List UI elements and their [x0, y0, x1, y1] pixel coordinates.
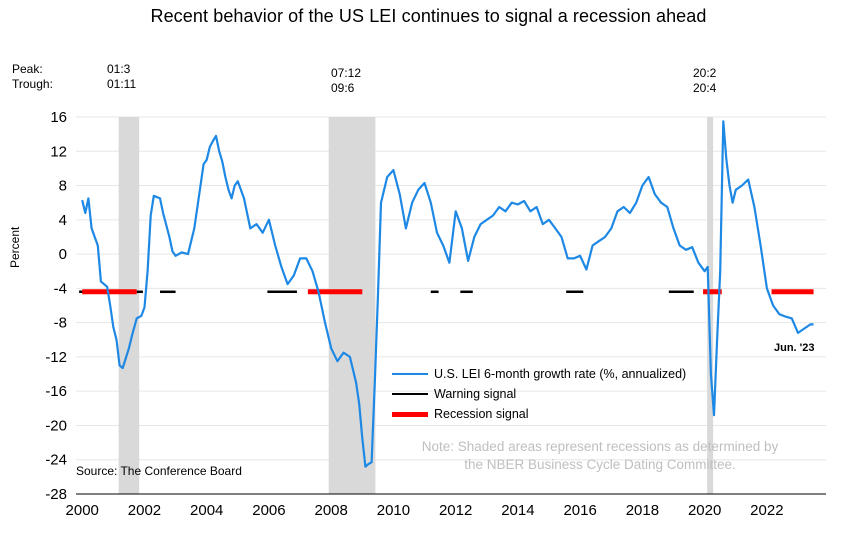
peak-trough-header: Peak: Trough: [12, 62, 53, 92]
chart-legend: U.S. LEI 6-month growth rate (%, annuali… [392, 364, 686, 424]
x-tick-label: 2022 [750, 502, 783, 519]
x-tick-label: 2002 [128, 502, 161, 519]
legend-label-warning: Warning signal [434, 387, 517, 401]
source-note: Source: The Conference Board [76, 464, 242, 478]
x-tick-label: 2012 [439, 502, 472, 519]
y-tick-label: -24 [45, 452, 67, 469]
y-tick-label: 8 [59, 178, 67, 195]
y-tick-label: -8 [54, 315, 67, 332]
x-tick-label: 2010 [377, 502, 410, 519]
x-tick-label: 2000 [66, 502, 99, 519]
recession-peak-2020: 20:2 [693, 66, 717, 80]
y-tick-label: 0 [59, 246, 67, 263]
recession-shade [328, 117, 376, 494]
trough-label: Trough: [12, 77, 53, 91]
y-tick-label: -28 [45, 486, 67, 503]
y-tick-label: -4 [54, 280, 67, 297]
legend-swatch-warning [392, 393, 428, 395]
recession-shade [707, 117, 714, 494]
y-tick-label: 12 [50, 143, 67, 160]
recession-trough-2008: 09:6 [331, 81, 355, 95]
recession-trough-2001: 01:11 [107, 77, 137, 91]
peak-label: Peak: [12, 62, 43, 76]
legend-item-lei: U.S. LEI 6-month growth rate (%, annuali… [392, 364, 686, 384]
x-tick-label: 2008 [314, 502, 347, 519]
x-tick-label: 2014 [501, 502, 534, 519]
x-tick-label: 2016 [563, 502, 596, 519]
legend-swatch-recession [392, 411, 428, 417]
lei-series-line [81, 120, 814, 468]
recession-peak-2008: 07:12 [331, 66, 362, 80]
y-tick-label: 16 [50, 109, 67, 126]
y-tick-label: 4 [59, 212, 67, 229]
legend-label-recession: Recession signal [434, 407, 529, 421]
y-tick-label: -20 [45, 417, 67, 434]
x-tick-label: 2018 [626, 502, 659, 519]
recession-label-2008: 07:12 09:6 [331, 66, 361, 96]
recession-note: Note: Shaded areas represent recessions … [380, 438, 820, 474]
note-line-2: the NBER Business Cycle Dating Committee… [464, 457, 736, 472]
legend-item-recession: Recession signal [392, 404, 686, 424]
recession-label-2020: 20:2 20:4 [693, 66, 716, 96]
recession-trough-2020: 20:4 [693, 81, 717, 95]
x-tick-label: 2004 [190, 502, 223, 519]
legend-item-warning: Warning signal [392, 384, 686, 404]
x-tick-label: 2020 [688, 502, 721, 519]
chart-title: Recent behavior of the US LEI continues … [150, 6, 707, 26]
recession-label-2001: 01:3 01:11 [107, 62, 136, 92]
y-tick-label: -12 [45, 349, 67, 366]
recession-shade [118, 117, 140, 494]
legend-swatch-lei [392, 373, 428, 375]
y-tick-label: -16 [45, 383, 67, 400]
note-line-1: Note: Shaded areas represent recessions … [421, 439, 779, 454]
legend-label-lei: U.S. LEI 6-month growth rate (%, annuali… [434, 367, 687, 381]
end-date-label: Jun. '23 [774, 342, 815, 354]
recession-peak-2001: 01:3 [107, 62, 131, 76]
x-tick-label: 2006 [252, 502, 285, 519]
